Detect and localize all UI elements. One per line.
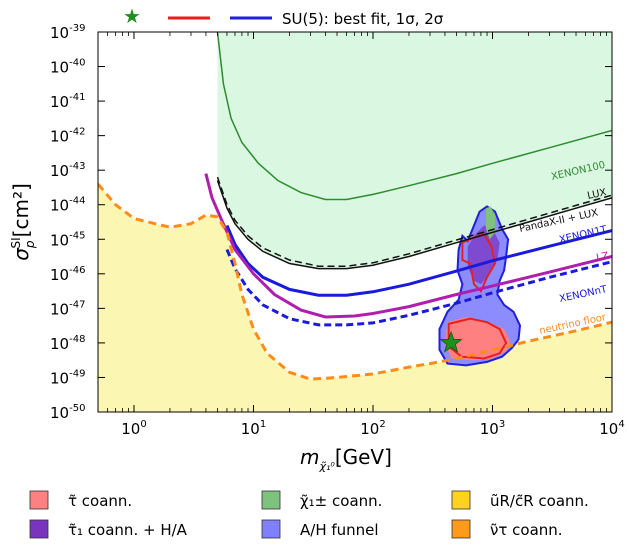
top-legend: ★ SU(5): best fit, 1σ, 2σ [123, 4, 444, 28]
curve-xenon1t [225, 224, 612, 297]
curve-neutrino-floor [98, 183, 612, 381]
label-xenon1t: XENON1T [558, 224, 609, 246]
svg-text:mχ̃₁⁰[GeV]: mχ̃₁⁰[GeV] [300, 445, 392, 473]
x-axis-unit: [GeV] [335, 445, 392, 469]
y-axis-label: σpSI[cm²] [9, 183, 37, 261]
region-1sigma-lower [447, 317, 508, 360]
legend-label-2: ũR/c̃R coann. [490, 492, 589, 510]
legend-swatch-3 [29, 519, 49, 539]
x-tick-label-4: 104 [599, 419, 624, 438]
curve-xenon100 [216, 32, 612, 201]
top-legend-star-marker: ★ [123, 4, 141, 28]
curve-lux [216, 180, 612, 270]
x-tick-label-2: 102 [360, 419, 385, 438]
y-tick-label-47: 10-47 [50, 299, 85, 318]
best-fit-point [439, 330, 463, 353]
label-lz: LZ [595, 251, 610, 264]
legend-swatch-2 [451, 490, 471, 510]
legend: τ̃ coann. χ̃₁± coann. ũR/c̃R coann. τ̃₁ coa… [29, 490, 589, 539]
legend-label-5: ν̃τ coann. [490, 521, 563, 539]
region-excluded [217, 32, 612, 269]
x-axis-label: mχ̃₁⁰[GeV] [300, 445, 392, 473]
plot-area [98, 32, 612, 412]
x-axis-symbol: m [300, 445, 319, 469]
y-axis-superscript: SI [9, 237, 23, 248]
y-tick-label-39: 10-39 [50, 23, 85, 42]
label-lux: LUX [586, 187, 607, 202]
y-tick-label-45: 10-45 [50, 230, 85, 249]
y-axis-subscript: p [23, 240, 37, 249]
y-tick-label-50: 10-50 [50, 403, 85, 422]
curve-lz [204, 173, 612, 319]
legend-label-0: τ̃ coann. [68, 492, 132, 510]
best-fit-star [439, 330, 463, 353]
label-xenonnt: XENONnT [558, 284, 609, 305]
x-axis-subscript: χ̃₁⁰ [318, 460, 335, 473]
limit-curves [98, 32, 612, 381]
legend-swatch-5 [451, 519, 471, 539]
y-axis-symbol: σ [9, 247, 33, 261]
curve-xenonnt [225, 249, 612, 327]
x-tick-label-1: 101 [241, 419, 266, 438]
legend-label-1: χ̃₁± coann. [300, 492, 382, 510]
y-tick-label-40: 10-40 [50, 58, 85, 77]
y-tick-label-49: 10-49 [50, 368, 85, 387]
y-tick-label-46: 10-46 [50, 265, 85, 284]
x-tick-label-0: 100 [121, 419, 146, 438]
axis-ticks: 100 101 102 103 104 10-39 10-40 10-41 10-42 10-43… [50, 23, 625, 438]
y-tick-label-48: 10-48 [50, 334, 85, 353]
x-tick-label-3: 103 [480, 419, 505, 438]
y-tick-label-41: 10-41 [50, 92, 85, 111]
legend-swatch-1 [261, 490, 281, 510]
legend-swatch-0 [29, 490, 49, 510]
legend-swatch-4 [261, 519, 281, 539]
svg-text:σpSI[cm²]: σpSI[cm²] [9, 183, 37, 261]
y-tick-label-43: 10-43 [50, 161, 85, 180]
y-tick-label-44: 10-44 [50, 196, 85, 215]
top-legend-label: SU(5): best fit, 1σ, 2σ [282, 10, 444, 28]
plot-frame [97, 31, 613, 413]
legend-label-4: A/H funnel [300, 521, 379, 539]
legend-label-3: τ̃₁ coann. + H/A [68, 521, 188, 539]
y-tick-label-42: 10-42 [50, 127, 85, 146]
y-axis-unit: [cm²] [9, 183, 33, 237]
